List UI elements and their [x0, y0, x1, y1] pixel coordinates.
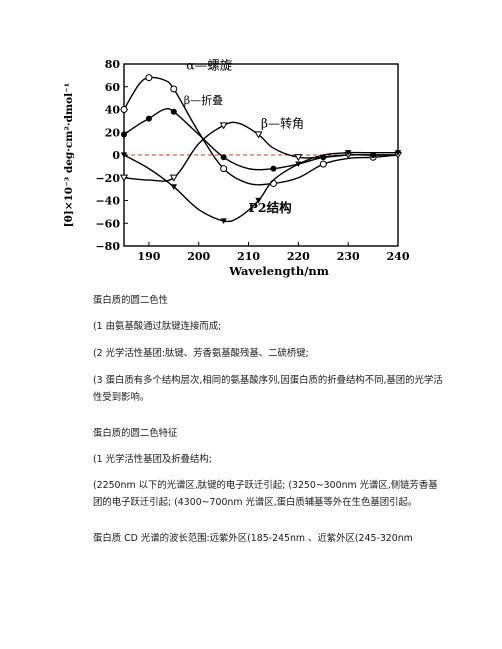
paragraph-3: (3 蛋白质有多个结构层次,相同的氨基酸序列,因蛋白质的折叠结构不同,基团的光学… — [93, 375, 443, 403]
y-tick-label: 60 — [105, 81, 121, 94]
data-point-beta-turn — [294, 154, 303, 162]
data-point-alpha-helix — [319, 160, 327, 168]
data-point-alpha-helix — [220, 165, 228, 173]
data-point-beta-turn — [169, 174, 178, 182]
paragraph-1: (1 由氨基酸通过肽键连接而成; — [93, 321, 222, 332]
data-point-beta-sheet — [220, 154, 227, 161]
chart-axes: 190 200 210 220 230 240806040200−20−40−60−80W… — [63, 58, 410, 278]
paragraph-5: (2250nm 以下的光谱区,肽键的电子跃迁引起; (3250~300nm 光谱… — [93, 480, 438, 508]
data-point-beta-sheet — [145, 115, 152, 122]
data-point-alpha-helix — [145, 74, 153, 82]
label-beta-turn: β—转角 — [261, 116, 304, 131]
label-p2-structure: P2结构 — [249, 200, 292, 215]
data-point-p2 — [220, 218, 227, 224]
chart-labels-layer: α—螺旋 β—折叠 β—转角 P2结构 — [184, 58, 304, 215]
data-point-p2 — [120, 152, 128, 158]
data-point-p2 — [344, 150, 352, 156]
x-tick-label: 230 — [337, 250, 360, 263]
paragraph-2: (2 光学活性基团:肽键、芳香氨基酸残基、二硫桥键; — [93, 348, 309, 359]
x-axis-label: Wavelength/nm — [228, 264, 329, 278]
paragraph-heading-1: 蛋白质的圆二色性 — [93, 295, 169, 306]
y-tick-label: 20 — [105, 126, 121, 139]
paragraph-heading-2: 蛋白质的圆二色特征 — [93, 428, 178, 439]
data-point-beta-turn — [119, 174, 129, 182]
x-tick-label: 220 — [287, 250, 310, 263]
chart-series-layer — [119, 74, 403, 224]
data-point-p2 — [295, 161, 302, 168]
data-point-alpha-helix — [120, 106, 128, 113]
data-point-p2 — [394, 150, 402, 156]
data-point-beta-turn — [219, 122, 228, 130]
paragraph-4: (1 光学活性基团及折叠结构; — [93, 454, 212, 465]
series-line-2 — [123, 121, 398, 182]
y-axis-label: [θ]×10⁻³ deg·cm²·dmol⁻¹ — [63, 83, 75, 228]
data-point-beta-sheet — [170, 108, 177, 115]
y-tick-label: 80 — [105, 58, 121, 71]
data-point-beta-sheet — [270, 165, 277, 172]
x-tick-label: 190 — [137, 250, 160, 263]
cd-spectrum-chart: 190 200 210 220 230 240806040200−20−40−60−80W… — [63, 58, 410, 278]
y-tick-label: 0 — [112, 149, 120, 162]
y-tick-label: −60 — [95, 217, 120, 230]
y-tick-label: −40 — [95, 195, 120, 208]
y-tick-label: −20 — [95, 172, 120, 185]
series-line-0 — [123, 76, 399, 186]
x-tick-label: 200 — [187, 250, 210, 263]
x-tick-label: 210 — [237, 250, 260, 263]
label-alpha-helix: α—螺旋 — [186, 58, 232, 73]
data-point-alpha-helix — [170, 85, 178, 93]
x-tick-label: 240 — [387, 250, 410, 263]
data-point-beta-sheet — [121, 131, 127, 138]
data-point-beta-turn — [254, 131, 263, 139]
data-point-p2 — [255, 197, 262, 204]
y-tick-label: 40 — [105, 104, 121, 117]
y-tick-label: −80 — [95, 240, 120, 253]
label-beta-sheet: β—折叠 — [184, 93, 223, 107]
paragraph-6: 蛋白质 CD 光谱的波长范围:远紫外区(185-245nm 、近紫外区(245-… — [93, 533, 413, 544]
data-point-p2 — [170, 184, 178, 190]
